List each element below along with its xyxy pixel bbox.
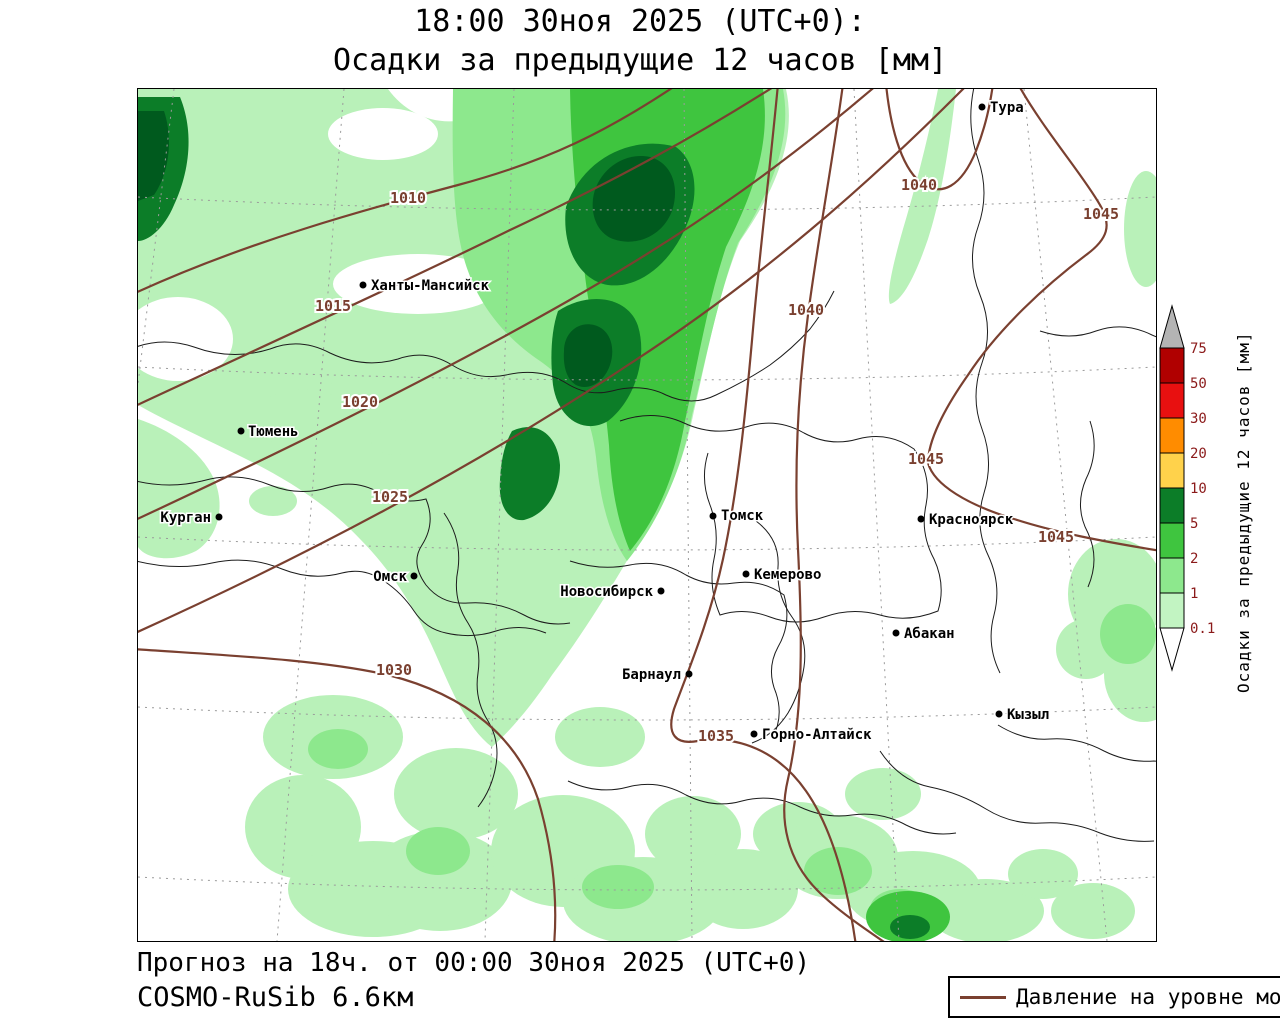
colorbar-tick: 50 — [1190, 376, 1207, 392]
map-title-datetime: 18:00 30ноя 2025 (UTC+0): — [414, 4, 866, 39]
precip-gaps — [138, 108, 503, 381]
city-label: Кемерово — [754, 567, 821, 583]
isobars-layer — [138, 89, 1156, 941]
isobar-label: 1035 — [698, 727, 734, 745]
city-dot — [917, 515, 925, 523]
city-kurgan: Курган — [159, 509, 223, 528]
city-label: Новосибирск — [560, 584, 653, 600]
colorbar-tick: 0.1 — [1190, 621, 1215, 637]
city-label: Тура — [990, 100, 1024, 116]
city-krasnoyarsk: Красноярск — [917, 511, 1015, 530]
city-label: Омск — [373, 569, 407, 585]
precip-area-darkest — [138, 111, 676, 387]
colorbar-band — [1159, 452, 1185, 489]
isobar-labels-layer: 1010 1015 1020 1025 1030 1035 1040 1040 … — [313, 174, 1121, 747]
city-dot — [657, 587, 665, 595]
city-dot — [750, 730, 758, 738]
graticule-layer — [138, 89, 1156, 941]
pressure-legend: Давление на уровне моря — [948, 976, 1280, 1018]
city-label: Кызыл — [1007, 707, 1049, 723]
colorbar-band — [1159, 522, 1185, 559]
city-kyzyl: Кызыл — [995, 706, 1051, 725]
isobar-line-sample — [960, 995, 1006, 999]
colorbar-band — [1159, 592, 1185, 629]
city-dot — [359, 281, 367, 289]
colorbar-tick: 75 — [1190, 341, 1207, 357]
city-label: Томск — [721, 508, 764, 524]
city-dot — [685, 670, 693, 678]
city-label: Барнаул — [622, 667, 681, 683]
isobar-label: 1045 — [1083, 205, 1119, 223]
colorbar-band — [1159, 557, 1185, 594]
colorbar-tick: 2 — [1190, 551, 1198, 567]
colorbar-band — [1159, 417, 1185, 454]
colorbar-title: Осадки за предыдущие 12 часов [мм] — [1234, 331, 1253, 693]
city-dot — [410, 572, 418, 580]
colorbar-band — [1159, 347, 1185, 384]
colorbar-tick: 20 — [1190, 446, 1207, 462]
colorbar-tick: 30 — [1190, 411, 1207, 427]
city-tura: Тура — [978, 99, 1025, 118]
city-barnaul: Барнаул — [620, 666, 693, 685]
cities-layer: Тура Ханты-Мансийск Тюмень Курган Омск Н… — [159, 99, 1051, 745]
city-dot — [237, 427, 245, 435]
isobar-label: 1040 — [901, 176, 937, 194]
colorbar-band — [1159, 382, 1185, 419]
isobar-label: 1010 — [390, 189, 426, 207]
city-tyumen: Тюмень — [237, 423, 300, 442]
isobar-label: 1030 — [376, 661, 412, 679]
pressure-legend-label: Давление на уровне моря — [1016, 985, 1280, 1009]
isobar-label: 1040 — [788, 301, 824, 319]
colorbar-above-max-triangle — [1159, 304, 1185, 349]
city-label: Тюмень — [248, 424, 299, 440]
isobar-label: 1045 — [1038, 528, 1074, 546]
city-dot — [742, 570, 750, 578]
city-tomsk: Томск — [709, 507, 765, 526]
city-kemerovo: Кемерово — [742, 566, 823, 585]
city-dot — [215, 513, 223, 521]
city-dot — [978, 103, 986, 111]
city-abakan: Абакан — [892, 625, 956, 644]
city-gorno-altaysk: Горно-Алтайск — [750, 726, 874, 745]
city-khanty-mansiysk: Ханты-Мансийск — [359, 277, 491, 296]
colorbar-tick: 10 — [1190, 481, 1207, 497]
isobar-label: 1025 — [372, 488, 408, 506]
city-label: Красноярск — [929, 512, 1014, 528]
model-name: COSMO-RuSib 6.6км — [137, 982, 414, 1013]
city-dot — [892, 629, 900, 637]
isobar-label: 1020 — [342, 393, 378, 411]
colorbar-band — [1159, 487, 1185, 524]
map-title-parameter: Осадки за предыдущие 12 часов [мм] — [332, 43, 948, 78]
city-dot — [709, 512, 717, 520]
city-novosibirsk: Новосибирск — [559, 583, 665, 602]
city-label: Ханты-Мансийск — [371, 278, 490, 294]
region-borders-layer — [138, 89, 1156, 842]
colorbar-tick: 5 — [1190, 516, 1198, 532]
isobar-label: 1015 — [315, 297, 351, 315]
city-omsk: Омск — [372, 568, 418, 587]
isobar-label: 1045 — [908, 450, 944, 468]
city-label: Горно-Алтайск — [762, 727, 872, 743]
forecast-run-info: Прогноз на 18ч. от 00:00 30ноя 2025 (UTC… — [137, 948, 811, 978]
colorbar-below-min-triangle — [1159, 627, 1185, 672]
city-dot — [995, 710, 1003, 718]
colorbar-tick: 1 — [1190, 586, 1198, 602]
city-label: Курган — [160, 510, 211, 526]
city-label: Абакан — [904, 626, 955, 642]
forecast-map: 1010 1015 1020 1025 1030 1035 1040 1040 … — [137, 88, 1157, 942]
precip-colorbar: 75 50 30 20 10 5 2 1 0.1 — [1159, 304, 1215, 672]
